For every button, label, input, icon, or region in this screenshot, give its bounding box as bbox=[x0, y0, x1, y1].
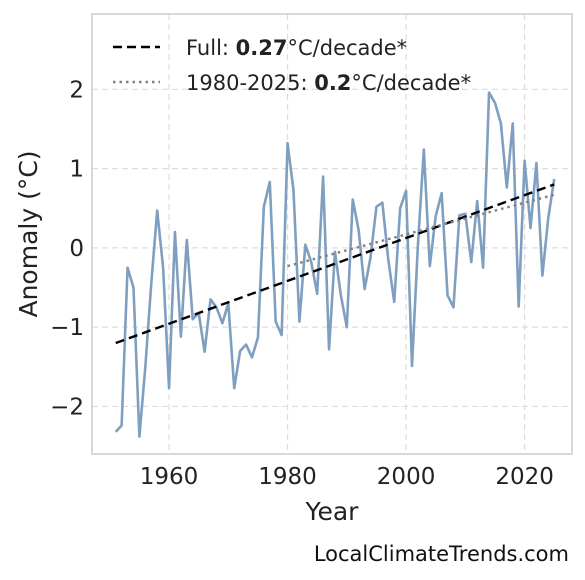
tick-labels: 1960 1980 2000 2020 −2 −1 0 1 2 bbox=[50, 77, 554, 490]
y-tick-label-4: 2 bbox=[69, 77, 84, 103]
legend-1980-suffix: °C/decade* bbox=[351, 71, 471, 95]
x-tick-label-2020: 2020 bbox=[495, 464, 554, 490]
watermark: LocalClimateTrends.com bbox=[314, 542, 569, 566]
legend-full-prefix: Full: bbox=[186, 36, 236, 60]
y-tick-label-1: −1 bbox=[50, 315, 84, 341]
legend: Full: 0.27°C/decade* 1980-2025: 0.2°C/de… bbox=[113, 36, 471, 95]
x-tick-label-2000: 2000 bbox=[377, 464, 436, 490]
legend-1980-prefix: 1980-2025: bbox=[186, 71, 314, 95]
x-tick-label-1960: 1960 bbox=[140, 464, 199, 490]
y-tick-label-2: 0 bbox=[69, 236, 84, 262]
x-axis-title: Year bbox=[305, 497, 360, 526]
series-line-trend-1980 bbox=[287, 193, 555, 268]
y-tick-label-3: 1 bbox=[69, 157, 84, 183]
y-axis-title: Anomaly (°C) bbox=[14, 150, 43, 317]
legend-full-value: 0.27 bbox=[236, 36, 288, 60]
legend-label-1980: 1980-2025: 0.2°C/decade* bbox=[186, 71, 471, 95]
legend-1980-value: 0.2 bbox=[314, 71, 351, 95]
series-layer bbox=[114, 91, 556, 438]
grid bbox=[92, 14, 572, 454]
legend-full-suffix: °C/decade* bbox=[288, 36, 408, 60]
series-line-trend-full bbox=[115, 183, 555, 345]
legend-label-full: Full: 0.27°C/decade* bbox=[186, 36, 407, 60]
x-tick-label-1980: 1980 bbox=[258, 464, 317, 490]
series-line-anomaly bbox=[114, 91, 556, 438]
plot-frame bbox=[91, 13, 573, 455]
y-tick-label-0: −2 bbox=[50, 394, 84, 420]
